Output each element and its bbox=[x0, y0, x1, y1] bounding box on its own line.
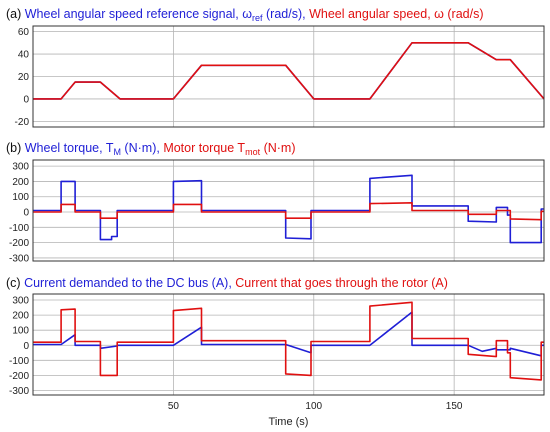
y-tick-label: 100 bbox=[12, 192, 29, 203]
x-axis-label: Time (s) bbox=[269, 416, 309, 428]
panel-3: (c) Current demanded to the DC bus (A), … bbox=[6, 276, 545, 397]
y-tick-label: 200 bbox=[12, 177, 29, 188]
panel-1: (a) Wheel angular speed reference signal… bbox=[6, 7, 545, 128]
y-tick-label: -200 bbox=[9, 371, 29, 382]
plot-frame bbox=[32, 159, 545, 262]
series-blue-line bbox=[33, 174, 544, 244]
y-tick-label: 300 bbox=[12, 162, 29, 173]
panel-title: (b) Wheel torque, TM (N·m), Motor torque… bbox=[6, 141, 296, 157]
y-tick-label: 200 bbox=[12, 311, 29, 322]
panel-title: (a) Wheel angular speed reference signal… bbox=[6, 7, 484, 23]
plot-frame bbox=[32, 293, 545, 396]
y-tick-label: -20 bbox=[15, 117, 30, 128]
y-tick-label: -300 bbox=[9, 386, 29, 397]
x-tick-label: 150 bbox=[446, 401, 463, 412]
y-tick-label: 0 bbox=[23, 208, 29, 219]
x-tick-label: 50 bbox=[168, 401, 180, 412]
y-tick-label: 100 bbox=[12, 326, 29, 337]
y-tick-label: 0 bbox=[23, 94, 29, 105]
y-tick-label: 60 bbox=[18, 27, 30, 38]
plot-frame bbox=[32, 25, 545, 128]
x-tick-label: 100 bbox=[305, 401, 322, 412]
y-tick-label: -300 bbox=[9, 253, 29, 264]
y-tick-label: 20 bbox=[18, 72, 30, 83]
panel-title: (c) Current demanded to the DC bus (A), … bbox=[6, 276, 448, 290]
y-tick-label: -100 bbox=[9, 223, 29, 234]
series-red-line bbox=[33, 41, 545, 100]
y-tick-label: -200 bbox=[9, 238, 29, 249]
y-tick-label: -100 bbox=[9, 356, 29, 367]
y-tick-label: 40 bbox=[18, 50, 30, 61]
y-tick-label: 0 bbox=[23, 341, 29, 352]
series-blue-line bbox=[33, 311, 544, 357]
series-red-line bbox=[33, 202, 544, 221]
y-tick-label: 300 bbox=[12, 296, 29, 307]
panel-2: (b) Wheel torque, TM (N·m), Motor torque… bbox=[6, 141, 545, 264]
series-red-line bbox=[33, 301, 544, 381]
